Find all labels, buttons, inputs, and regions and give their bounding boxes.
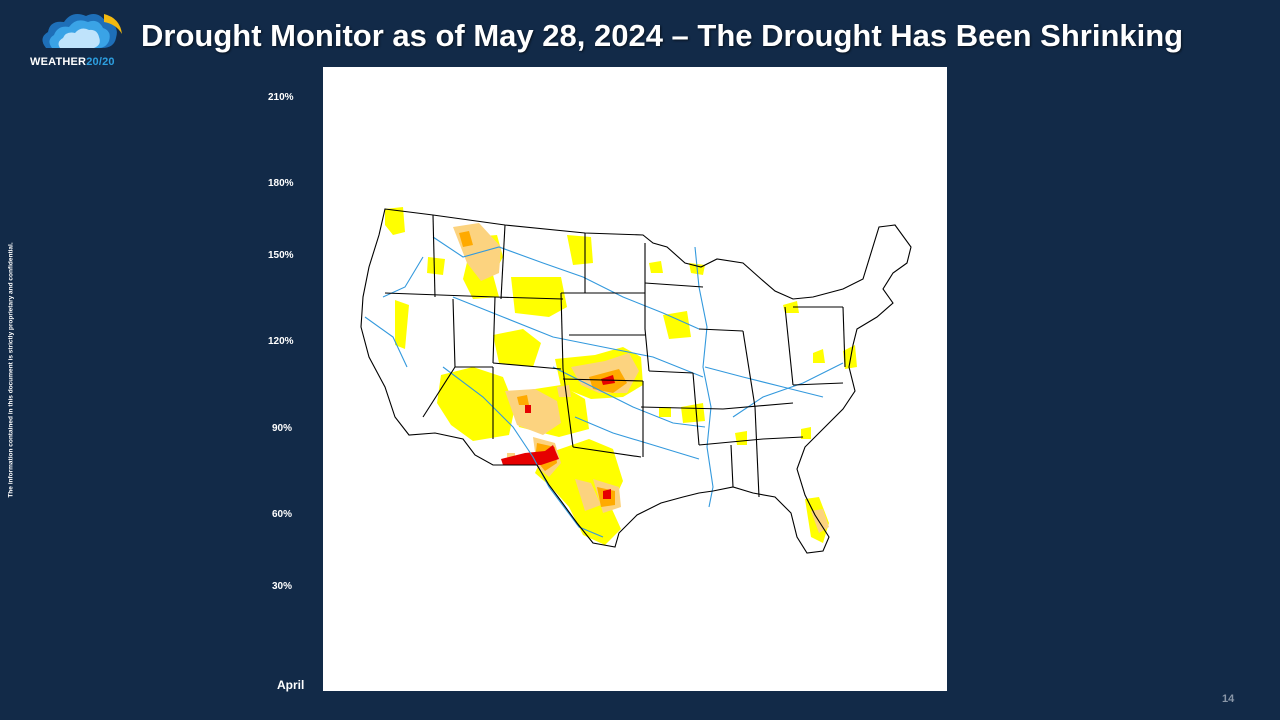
y-tick-label: 150% bbox=[268, 250, 294, 261]
y-tick-label: 60% bbox=[272, 509, 293, 520]
page-number: 14 bbox=[1222, 693, 1235, 705]
y-tick-label: 30% bbox=[272, 581, 293, 592]
confidentiality-note: The information contained in this docume… bbox=[7, 242, 15, 498]
y-tick-label: 120% bbox=[268, 336, 294, 347]
drought-map-panel bbox=[323, 67, 947, 691]
y-tick-label: 180% bbox=[268, 178, 294, 189]
weather2020-logo: WEATHER20/20 bbox=[28, 8, 132, 70]
slide-title: Drought Monitor as of May 28, 2024 – The… bbox=[141, 18, 1184, 53]
cloud-logo-icon bbox=[42, 14, 122, 48]
drought-d3-areas bbox=[501, 375, 615, 499]
us-drought-map bbox=[360, 207, 912, 554]
x-axis-label: April bbox=[277, 678, 305, 692]
state-borders bbox=[360, 208, 912, 554]
y-tick-label: 210% bbox=[268, 92, 294, 103]
y-tick-label: 90% bbox=[272, 423, 293, 434]
logo-wordmark: WEATHER20/20 bbox=[30, 56, 115, 68]
